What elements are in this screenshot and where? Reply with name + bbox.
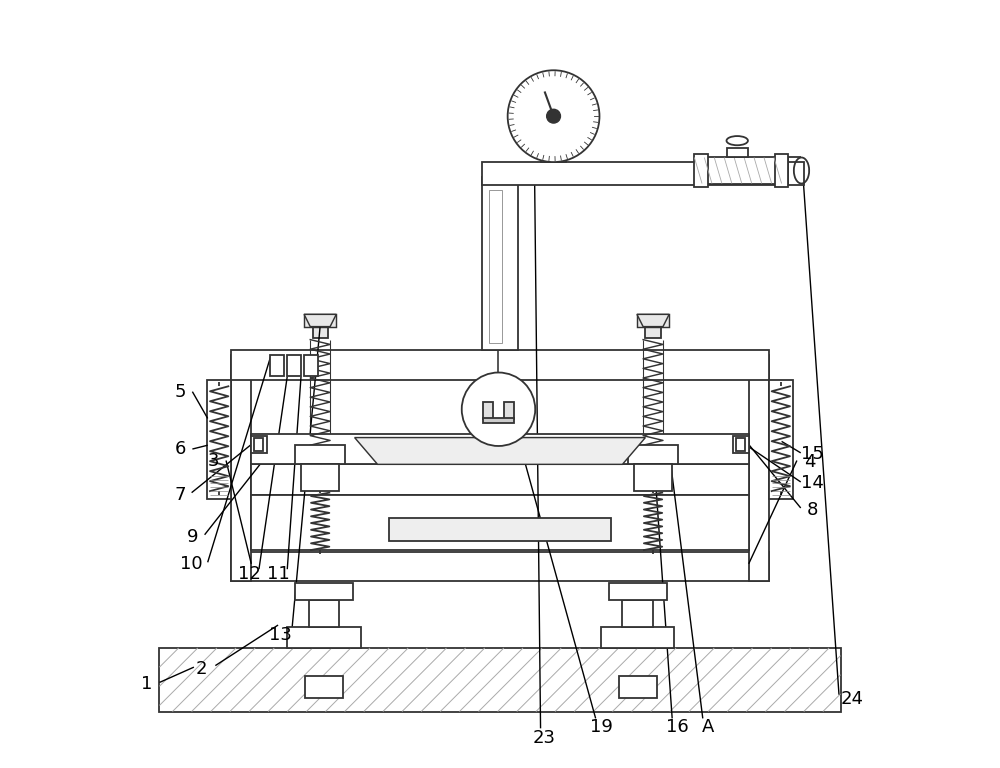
Text: 3: 3 — [207, 452, 219, 469]
Text: 16: 16 — [666, 718, 689, 736]
FancyBboxPatch shape — [637, 314, 669, 326]
Text: 13: 13 — [269, 626, 292, 644]
FancyBboxPatch shape — [231, 355, 251, 581]
FancyBboxPatch shape — [504, 402, 514, 419]
FancyBboxPatch shape — [727, 148, 748, 157]
Text: 2: 2 — [196, 660, 207, 677]
FancyBboxPatch shape — [736, 439, 745, 451]
Circle shape — [508, 70, 599, 162]
FancyBboxPatch shape — [251, 465, 749, 495]
FancyBboxPatch shape — [775, 154, 788, 187]
FancyBboxPatch shape — [482, 177, 518, 349]
Circle shape — [547, 109, 560, 123]
FancyBboxPatch shape — [304, 314, 336, 326]
Text: 14: 14 — [801, 475, 824, 492]
FancyBboxPatch shape — [483, 418, 514, 423]
Text: 24: 24 — [841, 690, 864, 708]
Polygon shape — [304, 314, 336, 326]
FancyBboxPatch shape — [231, 551, 769, 581]
FancyBboxPatch shape — [251, 436, 267, 453]
Text: 11: 11 — [267, 564, 289, 583]
Polygon shape — [637, 314, 669, 326]
FancyBboxPatch shape — [287, 355, 301, 376]
Text: 23: 23 — [533, 729, 556, 746]
FancyBboxPatch shape — [287, 627, 361, 648]
FancyBboxPatch shape — [251, 495, 749, 550]
FancyBboxPatch shape — [700, 157, 788, 184]
FancyBboxPatch shape — [622, 600, 653, 627]
FancyBboxPatch shape — [482, 162, 804, 185]
FancyBboxPatch shape — [733, 436, 749, 453]
FancyBboxPatch shape — [270, 355, 284, 376]
FancyBboxPatch shape — [541, 151, 566, 162]
Text: 10: 10 — [180, 554, 203, 573]
FancyBboxPatch shape — [628, 445, 678, 465]
FancyBboxPatch shape — [301, 465, 339, 491]
Ellipse shape — [727, 136, 748, 145]
FancyBboxPatch shape — [207, 380, 231, 498]
Circle shape — [462, 372, 535, 446]
FancyBboxPatch shape — [159, 648, 841, 711]
Polygon shape — [355, 438, 645, 465]
Text: A: A — [702, 718, 714, 736]
Text: 1: 1 — [141, 675, 152, 693]
FancyBboxPatch shape — [769, 380, 793, 498]
Text: 4: 4 — [804, 453, 816, 471]
FancyBboxPatch shape — [389, 518, 611, 541]
FancyBboxPatch shape — [231, 349, 769, 380]
FancyBboxPatch shape — [694, 154, 708, 187]
Text: 15: 15 — [801, 445, 824, 463]
FancyBboxPatch shape — [305, 677, 343, 698]
FancyBboxPatch shape — [601, 627, 674, 648]
FancyBboxPatch shape — [251, 434, 749, 465]
Text: 5: 5 — [174, 382, 186, 401]
FancyBboxPatch shape — [749, 355, 769, 581]
Text: 19: 19 — [590, 718, 612, 736]
Text: 8: 8 — [807, 502, 818, 519]
Text: 12: 12 — [238, 564, 261, 583]
FancyBboxPatch shape — [313, 326, 328, 338]
FancyBboxPatch shape — [304, 355, 318, 376]
FancyBboxPatch shape — [295, 583, 353, 600]
FancyBboxPatch shape — [609, 583, 667, 600]
Text: 7: 7 — [174, 486, 186, 504]
Text: 6: 6 — [174, 440, 186, 458]
FancyBboxPatch shape — [619, 677, 657, 698]
FancyBboxPatch shape — [254, 439, 263, 451]
Text: 9: 9 — [187, 528, 198, 546]
FancyBboxPatch shape — [295, 445, 345, 465]
FancyBboxPatch shape — [645, 326, 661, 338]
FancyBboxPatch shape — [309, 600, 339, 627]
FancyBboxPatch shape — [634, 465, 672, 491]
FancyBboxPatch shape — [489, 190, 502, 343]
FancyBboxPatch shape — [483, 402, 493, 419]
